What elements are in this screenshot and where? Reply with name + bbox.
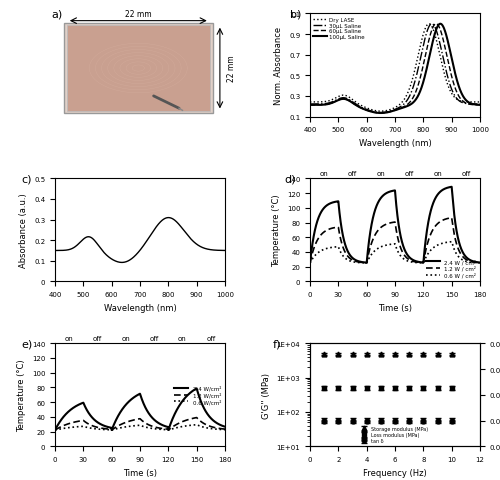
30μL Saline bbox=[429, 22, 435, 27]
Legend: Storage modulus (MPa), Loss modulus (MPa), tan δ: Storage modulus (MPa), Loss modulus (MPa… bbox=[360, 425, 430, 444]
Text: c): c) bbox=[21, 174, 32, 184]
Text: on: on bbox=[376, 171, 385, 177]
Text: d): d) bbox=[284, 174, 296, 184]
X-axis label: Time (s): Time (s) bbox=[378, 303, 412, 312]
Y-axis label: G'G'' (MPa): G'G'' (MPa) bbox=[262, 372, 271, 418]
Dry LASE bbox=[408, 84, 414, 89]
X-axis label: Time (s): Time (s) bbox=[123, 468, 157, 477]
Y-axis label: Absorbance (a.u.): Absorbance (a.u.) bbox=[20, 193, 28, 268]
60μL Saline bbox=[378, 111, 384, 117]
Y-axis label: Norm. Absorbance: Norm. Absorbance bbox=[274, 27, 283, 105]
100μL Saline bbox=[350, 101, 356, 107]
Text: off: off bbox=[404, 171, 414, 177]
Dry LASE bbox=[421, 31, 427, 36]
100μL Saline bbox=[408, 102, 414, 108]
60μL Saline bbox=[337, 97, 343, 103]
30μL Saline bbox=[436, 36, 442, 42]
Text: on: on bbox=[122, 336, 130, 341]
60μL Saline bbox=[408, 99, 414, 105]
Dry LASE bbox=[350, 98, 356, 104]
60μL Saline bbox=[350, 101, 356, 107]
Text: on: on bbox=[178, 336, 187, 341]
30μL Saline bbox=[378, 110, 384, 116]
60μL Saline bbox=[421, 60, 427, 66]
Text: a): a) bbox=[52, 9, 63, 19]
100μL Saline bbox=[477, 103, 483, 108]
30μL Saline bbox=[384, 109, 390, 115]
Dry LASE bbox=[307, 100, 313, 106]
60μL Saline bbox=[384, 110, 390, 116]
Bar bbox=[67, 26, 210, 112]
Text: off: off bbox=[206, 336, 216, 341]
Dry LASE bbox=[477, 100, 483, 106]
Legend: 2.4 W/cm², 1.2 W/cm², 0.6 W/cm²: 2.4 W/cm², 1.2 W/cm², 0.6 W/cm² bbox=[173, 384, 222, 406]
60μL Saline bbox=[477, 103, 483, 108]
Dry LASE bbox=[384, 108, 390, 114]
100μL Saline bbox=[337, 97, 343, 103]
X-axis label: Wavelength (nm): Wavelength (nm) bbox=[358, 139, 432, 147]
Text: 22 mm: 22 mm bbox=[125, 10, 152, 19]
Legend: 2.4 W / cm², 1.2 W / cm², 0.6 W / cm²: 2.4 W / cm², 1.2 W / cm², 0.6 W / cm² bbox=[424, 258, 477, 279]
Legend: Dry LASE, 30μL Saline, 60μL Saline, 100μL Saline: Dry LASE, 30μL Saline, 60μL Saline, 100μ… bbox=[313, 17, 366, 41]
30μL Saline bbox=[350, 100, 356, 106]
Dry LASE bbox=[436, 47, 442, 53]
Text: off: off bbox=[461, 171, 470, 177]
Bar bbox=[64, 24, 213, 114]
30μL Saline bbox=[421, 41, 427, 47]
Text: on: on bbox=[320, 171, 328, 177]
100μL Saline bbox=[307, 103, 313, 108]
100μL Saline bbox=[421, 78, 427, 84]
Y-axis label: Temperature (°C): Temperature (°C) bbox=[272, 194, 281, 266]
60μL Saline bbox=[433, 22, 439, 27]
Text: e): e) bbox=[21, 338, 32, 348]
100μL Saline bbox=[384, 110, 390, 116]
Dry LASE bbox=[426, 22, 432, 27]
30μL Saline bbox=[307, 102, 313, 108]
100μL Saline bbox=[438, 22, 444, 27]
60μL Saline bbox=[307, 103, 313, 108]
Text: off: off bbox=[348, 171, 357, 177]
Dry LASE bbox=[378, 109, 384, 115]
Line: 30μL Saline: 30μL Saline bbox=[310, 24, 480, 113]
Text: f): f) bbox=[272, 338, 281, 348]
Text: 22 mm: 22 mm bbox=[226, 56, 235, 82]
30μL Saline bbox=[477, 102, 483, 108]
Line: 60μL Saline: 60μL Saline bbox=[310, 24, 480, 114]
30μL Saline bbox=[408, 92, 414, 98]
Text: b): b) bbox=[290, 9, 301, 19]
X-axis label: Frequency (Hz): Frequency (Hz) bbox=[363, 468, 427, 477]
Line: Dry LASE: Dry LASE bbox=[310, 24, 480, 112]
Text: on: on bbox=[433, 171, 442, 177]
Y-axis label: Temperature (°C): Temperature (°C) bbox=[17, 359, 26, 431]
30μL Saline bbox=[337, 96, 343, 102]
X-axis label: Wavelength (nm): Wavelength (nm) bbox=[104, 303, 176, 312]
Dry LASE bbox=[337, 94, 343, 99]
Text: off: off bbox=[150, 336, 159, 341]
60μL Saline bbox=[436, 24, 442, 30]
Text: off: off bbox=[93, 336, 102, 341]
100μL Saline bbox=[378, 111, 384, 117]
Text: on: on bbox=[65, 336, 74, 341]
Line: 100μL Saline: 100μL Saline bbox=[310, 24, 480, 114]
100μL Saline bbox=[436, 23, 442, 29]
